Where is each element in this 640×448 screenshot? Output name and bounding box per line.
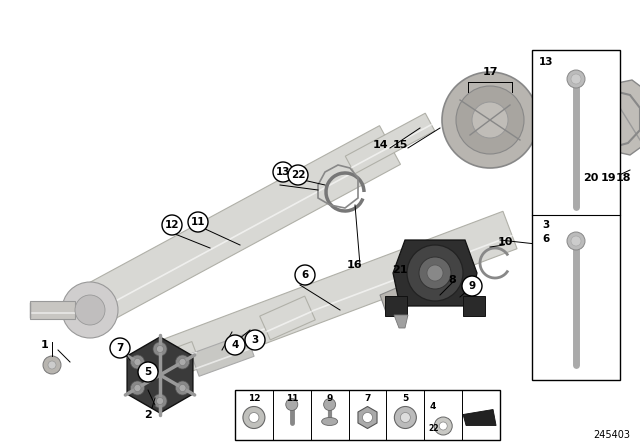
Circle shape <box>153 394 167 408</box>
Circle shape <box>131 381 145 395</box>
Text: 11: 11 <box>191 217 205 227</box>
Circle shape <box>225 335 245 355</box>
Polygon shape <box>463 296 485 316</box>
Text: 11: 11 <box>285 393 298 402</box>
Circle shape <box>245 330 265 350</box>
Circle shape <box>162 215 182 235</box>
Text: 18: 18 <box>615 173 631 183</box>
Circle shape <box>295 265 315 285</box>
Circle shape <box>153 342 167 356</box>
Text: 17: 17 <box>483 67 498 77</box>
Circle shape <box>567 232 585 250</box>
Circle shape <box>75 295 105 325</box>
Circle shape <box>439 422 447 430</box>
Text: 16: 16 <box>347 260 363 270</box>
Circle shape <box>62 282 118 338</box>
Circle shape <box>472 102 508 138</box>
Text: 3: 3 <box>252 335 259 345</box>
Text: 19: 19 <box>600 173 616 183</box>
Text: 4: 4 <box>231 340 239 350</box>
Text: 22: 22 <box>428 423 438 432</box>
Circle shape <box>110 338 130 358</box>
Circle shape <box>288 165 308 185</box>
Text: 13: 13 <box>276 167 291 177</box>
Circle shape <box>286 399 298 410</box>
Polygon shape <box>191 334 254 376</box>
Circle shape <box>131 355 145 369</box>
Text: 4: 4 <box>430 401 436 410</box>
Text: 10: 10 <box>497 237 513 247</box>
FancyBboxPatch shape <box>235 390 500 440</box>
Text: 7: 7 <box>364 393 371 402</box>
Text: 21: 21 <box>392 265 408 275</box>
Circle shape <box>179 384 186 392</box>
Text: 3: 3 <box>542 220 550 230</box>
Circle shape <box>175 381 189 395</box>
Text: 15: 15 <box>392 140 408 150</box>
Circle shape <box>157 397 163 405</box>
Circle shape <box>324 399 335 410</box>
Polygon shape <box>260 296 316 340</box>
Polygon shape <box>74 125 401 329</box>
Polygon shape <box>345 113 435 174</box>
Circle shape <box>456 86 524 154</box>
Circle shape <box>134 384 141 392</box>
Circle shape <box>407 245 463 301</box>
Text: 1: 1 <box>41 340 49 350</box>
Text: 5: 5 <box>145 367 152 377</box>
Circle shape <box>175 355 189 369</box>
Circle shape <box>249 413 259 422</box>
Polygon shape <box>158 211 517 379</box>
Text: 7: 7 <box>116 343 124 353</box>
Ellipse shape <box>322 418 338 426</box>
Circle shape <box>243 406 265 428</box>
Circle shape <box>179 358 186 366</box>
Polygon shape <box>385 296 407 316</box>
Text: 6: 6 <box>542 234 550 244</box>
Text: 14: 14 <box>372 140 388 150</box>
Circle shape <box>394 406 417 428</box>
Circle shape <box>571 236 581 246</box>
Polygon shape <box>152 341 198 374</box>
Circle shape <box>157 345 163 353</box>
Text: 12: 12 <box>164 220 179 230</box>
Text: 20: 20 <box>583 173 598 183</box>
Text: 22: 22 <box>291 170 305 180</box>
Circle shape <box>138 362 158 382</box>
Circle shape <box>48 361 56 369</box>
Circle shape <box>434 417 452 435</box>
Circle shape <box>427 265 443 281</box>
Circle shape <box>419 257 451 289</box>
Text: 245403: 245403 <box>593 430 630 440</box>
Circle shape <box>273 162 293 182</box>
Circle shape <box>43 356 61 374</box>
Circle shape <box>567 70 585 88</box>
Circle shape <box>442 72 538 168</box>
Polygon shape <box>463 409 496 426</box>
Text: 8: 8 <box>448 275 456 285</box>
Text: 5: 5 <box>402 393 408 402</box>
Text: 2: 2 <box>144 410 152 420</box>
Polygon shape <box>127 337 193 413</box>
Polygon shape <box>598 80 640 155</box>
Polygon shape <box>393 240 477 306</box>
Circle shape <box>401 413 410 422</box>
Polygon shape <box>30 301 75 319</box>
Text: 6: 6 <box>301 270 308 280</box>
Circle shape <box>571 74 581 84</box>
FancyBboxPatch shape <box>532 50 620 380</box>
Text: 9: 9 <box>326 393 333 402</box>
Circle shape <box>462 276 482 296</box>
Circle shape <box>188 212 208 232</box>
Text: 9: 9 <box>468 281 476 291</box>
Polygon shape <box>380 280 422 315</box>
Polygon shape <box>394 315 408 328</box>
Text: 12: 12 <box>248 393 260 402</box>
Circle shape <box>134 358 141 366</box>
Text: 13: 13 <box>539 57 553 67</box>
Circle shape <box>362 413 372 422</box>
